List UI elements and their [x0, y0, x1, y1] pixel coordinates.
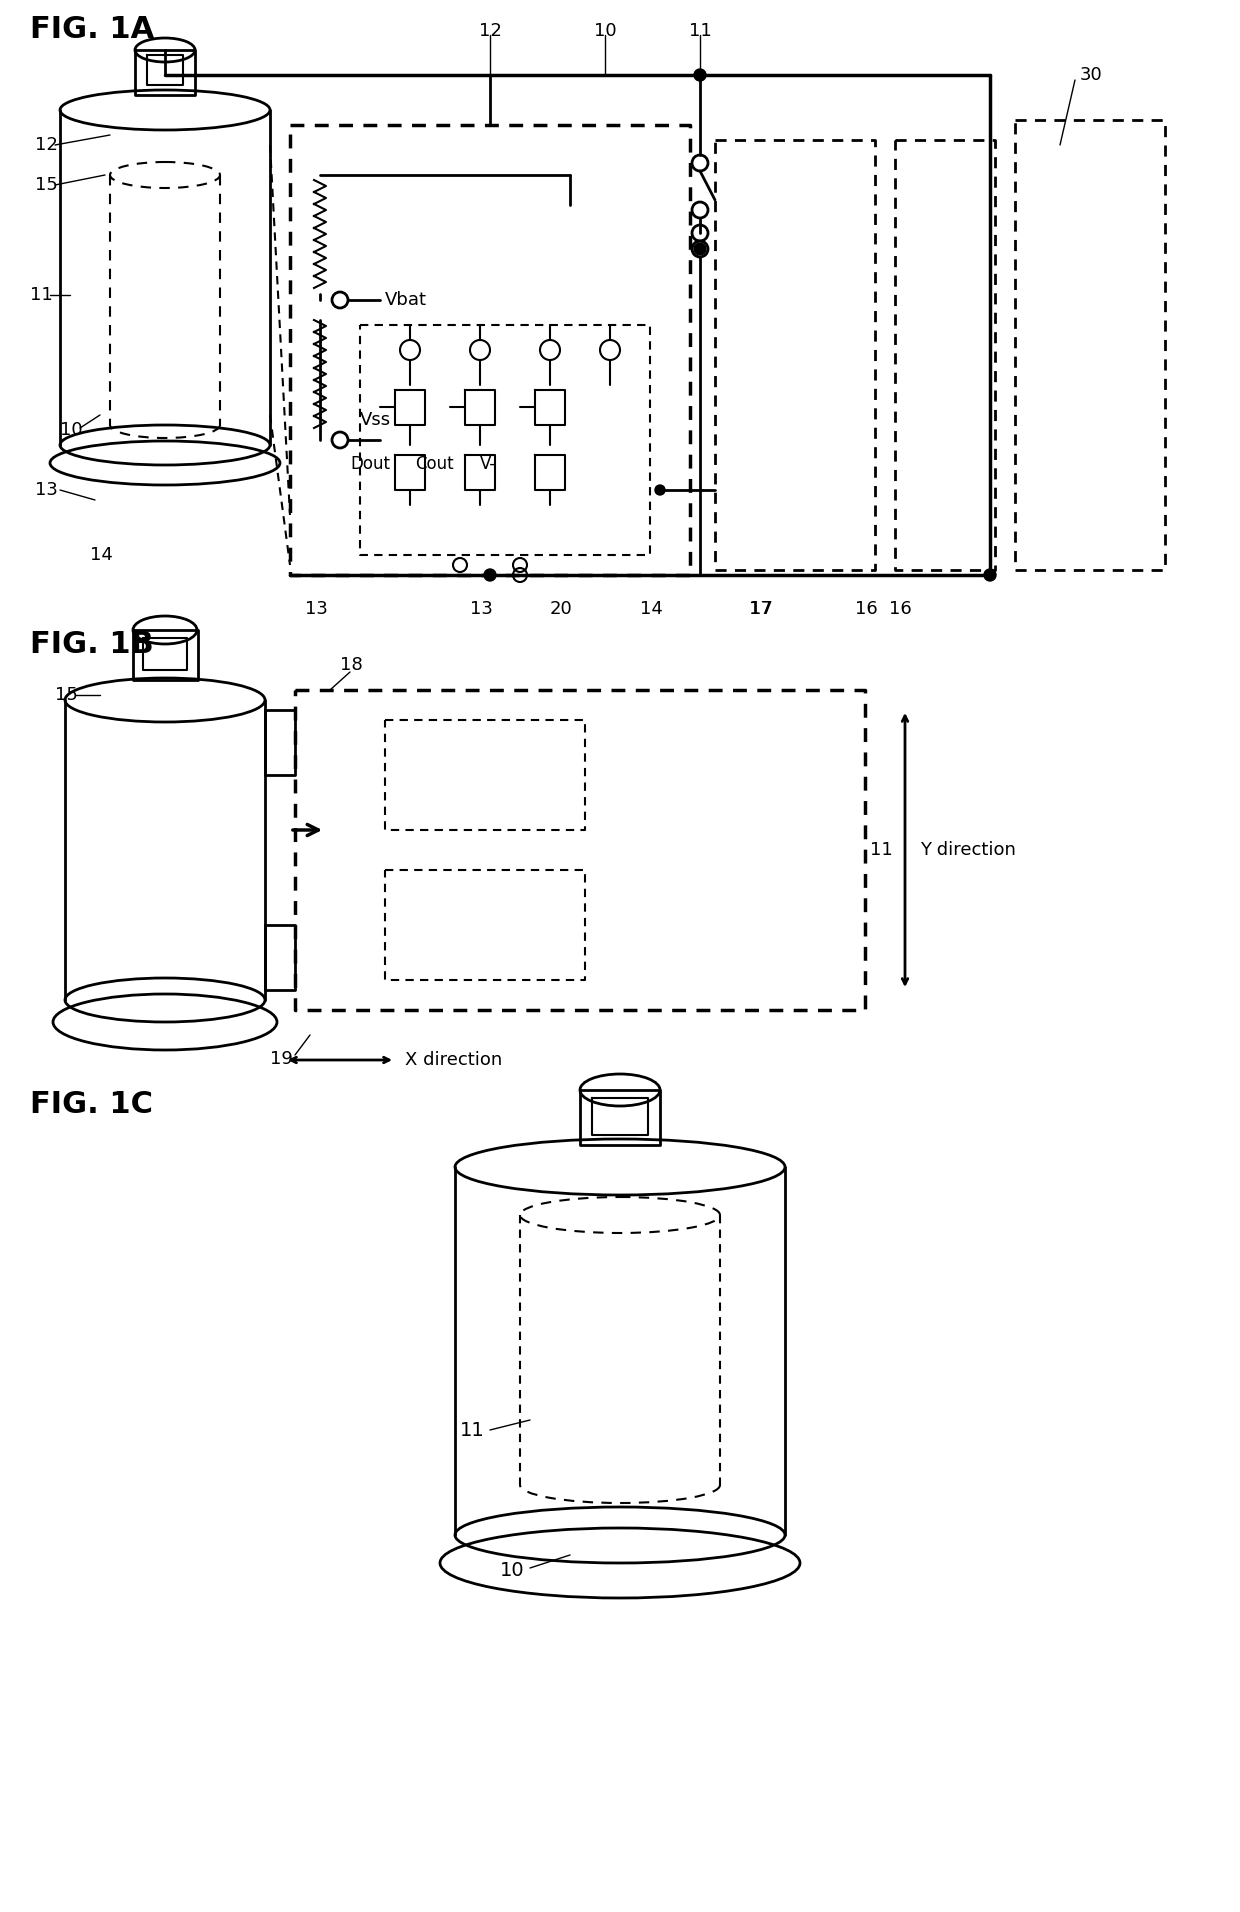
Text: 10: 10 [594, 23, 616, 40]
Circle shape [694, 69, 706, 80]
Text: X direction: X direction [405, 1052, 502, 1069]
Text: 19: 19 [270, 1050, 293, 1069]
Text: FIG. 1A: FIG. 1A [30, 15, 154, 44]
Text: 13: 13 [305, 600, 327, 618]
Text: 16: 16 [856, 600, 878, 618]
Text: 11: 11 [30, 287, 53, 304]
Text: Dout: Dout [350, 455, 391, 472]
Circle shape [484, 570, 496, 581]
Text: 15: 15 [55, 686, 78, 704]
Text: 17: 17 [750, 600, 773, 618]
Text: 10: 10 [60, 421, 83, 440]
Text: 11: 11 [870, 841, 893, 858]
Text: Y direction: Y direction [920, 841, 1016, 858]
Text: 13: 13 [35, 482, 58, 499]
Text: Vbat: Vbat [384, 291, 427, 310]
Text: 12: 12 [479, 23, 501, 40]
Text: 14: 14 [640, 600, 663, 618]
Text: FIG. 1C: FIG. 1C [30, 1090, 153, 1119]
Text: 18: 18 [340, 656, 363, 675]
Text: 10: 10 [500, 1560, 525, 1579]
Text: Cout: Cout [415, 455, 454, 472]
Circle shape [694, 243, 706, 254]
Text: 11: 11 [460, 1421, 485, 1440]
Text: 14: 14 [91, 547, 113, 564]
Text: 13: 13 [470, 600, 492, 618]
Text: 15: 15 [35, 176, 58, 193]
Circle shape [655, 486, 665, 495]
Text: 16: 16 [889, 600, 911, 618]
Text: 20: 20 [551, 600, 573, 618]
Circle shape [985, 570, 996, 581]
Text: 12: 12 [35, 136, 58, 155]
Text: V-: V- [480, 455, 496, 472]
Text: 17: 17 [749, 600, 771, 618]
Text: 11: 11 [688, 23, 712, 40]
Text: 30: 30 [1080, 67, 1102, 84]
Text: FIG. 1B: FIG. 1B [30, 629, 154, 660]
Text: Vss: Vss [360, 411, 391, 428]
